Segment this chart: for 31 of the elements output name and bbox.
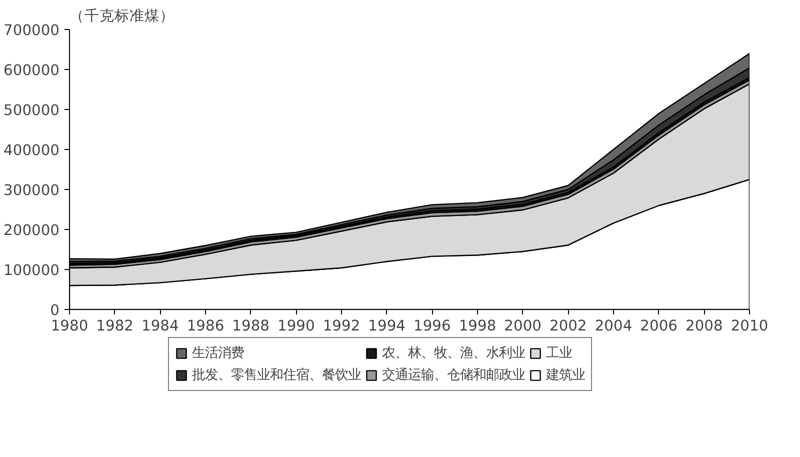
x-tick-label: 2008 (686, 318, 723, 334)
y-tick-label: 200000 (4, 222, 60, 239)
y-tick-label: 700000 (4, 22, 60, 39)
x-tick-label: 1984 (142, 318, 179, 334)
x-tick-label: 2002 (550, 318, 587, 334)
x-tick-label: 2004 (594, 318, 632, 334)
y-tick-label: 600000 (4, 62, 60, 79)
legend-label: 交通运输、仓储和邮政业 (382, 366, 525, 384)
x-tick-label: 1992 (322, 318, 360, 334)
x-tick-label: 1982 (96, 318, 134, 334)
x-tick-label: 1996 (414, 318, 451, 334)
y-tick-label: 100000 (4, 262, 60, 279)
x-tick-label: 1998 (458, 318, 496, 334)
x-tick-label: 1980 (50, 318, 88, 334)
x-tick-label: 1994 (368, 318, 406, 334)
x-tick-label: 1988 (232, 318, 270, 334)
y-axis-title: （千克标准煤） (70, 8, 174, 24)
legend-label: 批发、零售业和住宿、餐饮业 (192, 366, 361, 384)
legend-label: 生活消费 (192, 344, 244, 362)
y-tick-label: 500000 (4, 102, 60, 119)
legend-label: 工业 (546, 344, 572, 362)
x-tick-label: 1986 (186, 318, 224, 334)
x-tick-label: 2010 (730, 318, 768, 334)
legend-label: 建筑业 (546, 366, 585, 384)
x-tick-label: 2006 (640, 318, 678, 334)
legend-label: 农、林、牧、渔、水利业 (382, 344, 525, 362)
x-tick-label: 2000 (504, 318, 542, 334)
y-tick-label: 400000 (4, 142, 60, 159)
y-tick-label: 300000 (4, 182, 60, 199)
y-tick-label: 0 (50, 302, 60, 319)
x-tick-label: 1990 (278, 318, 315, 334)
